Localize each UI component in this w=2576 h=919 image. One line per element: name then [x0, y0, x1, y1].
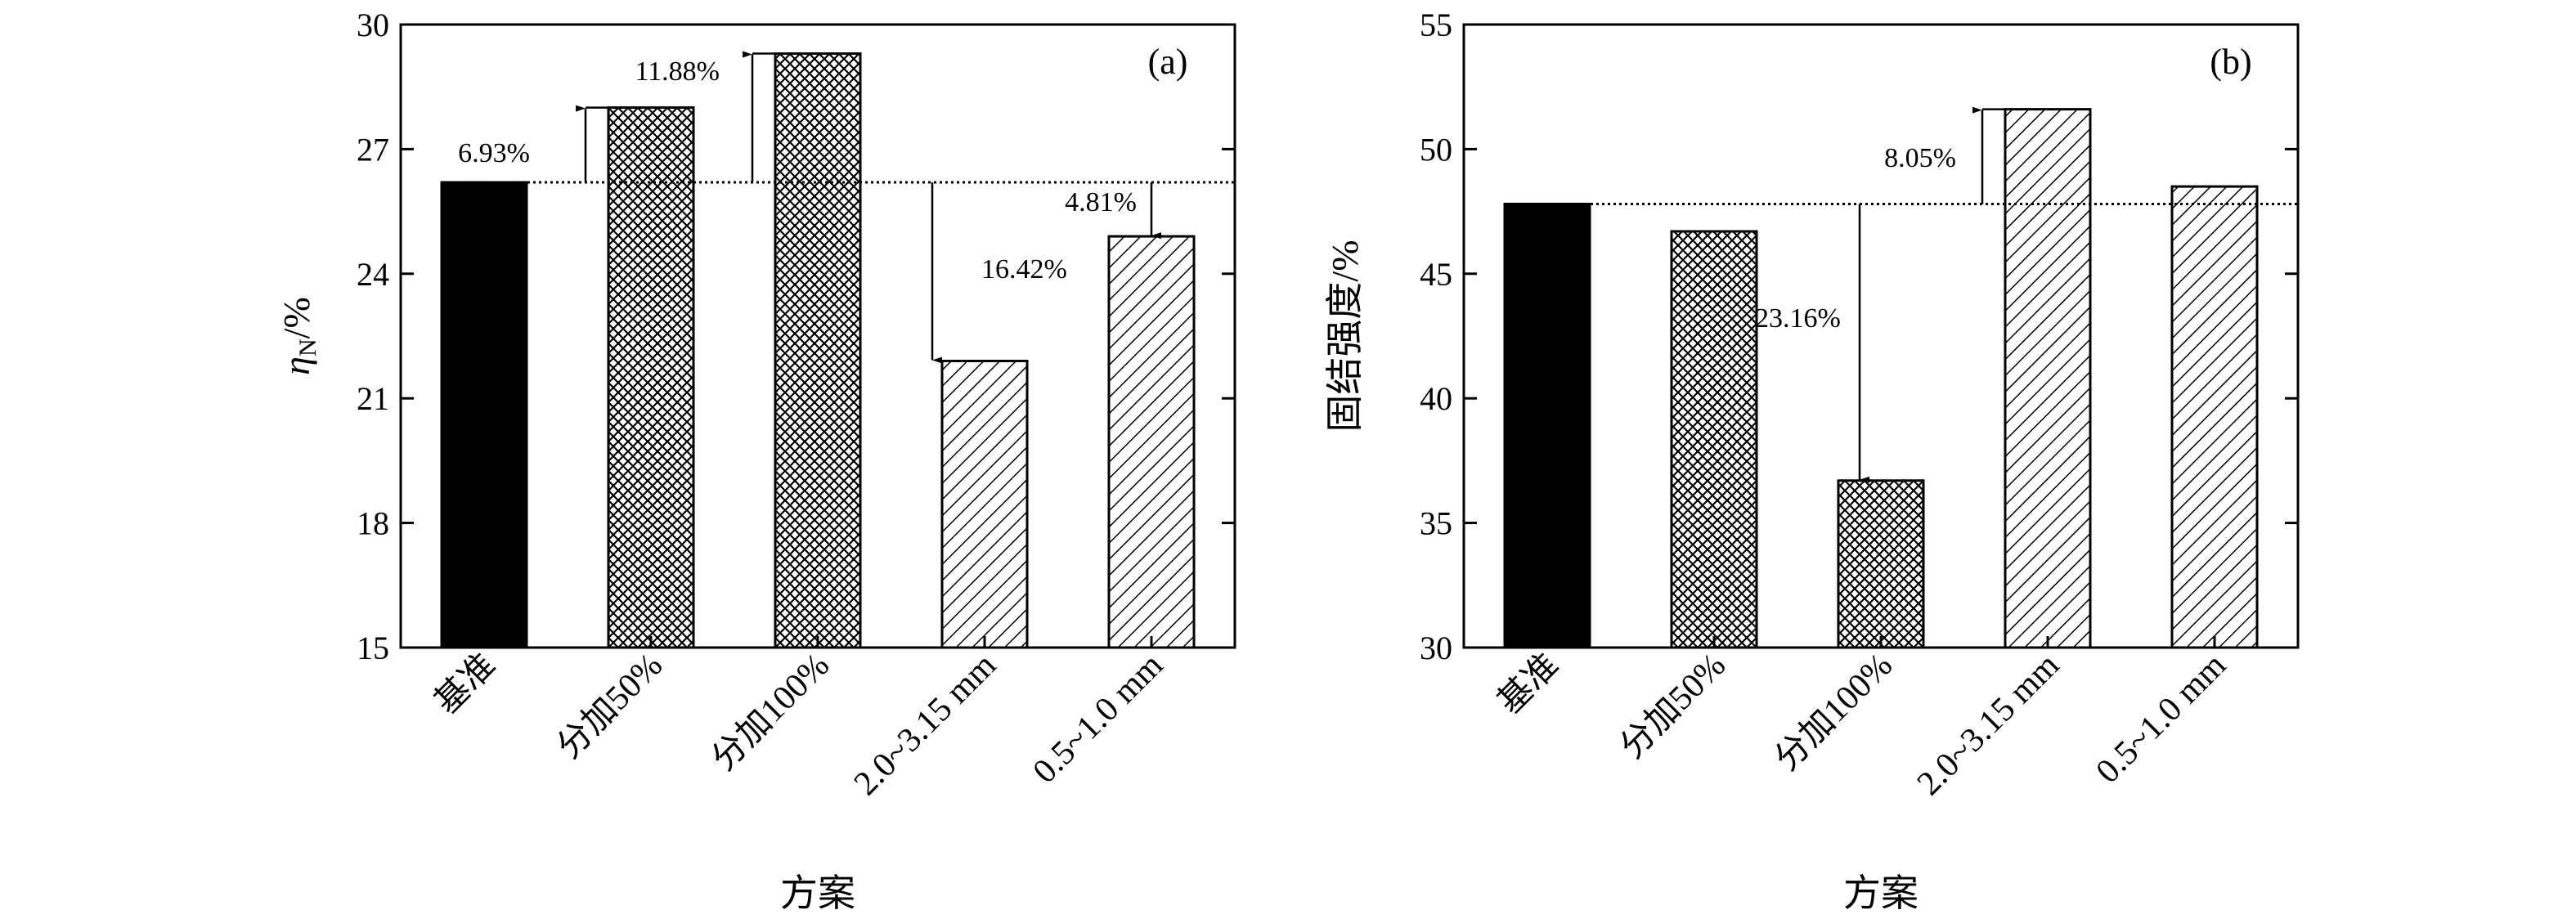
y-tick-label: 30 — [357, 7, 389, 43]
y-axis-title-symbol: η — [276, 356, 317, 375]
y-axis-title: ηN/% — [276, 297, 321, 375]
x-tick-label: 2.0~3.15 mm — [847, 646, 1004, 803]
x-tick-label: 分加100% — [705, 647, 837, 778]
y-axis-title: 固结强度/% — [1324, 240, 1366, 432]
bar — [1670, 230, 1758, 649]
bar — [2170, 185, 2259, 649]
panel-label: (b) — [2210, 42, 2251, 82]
bar — [1503, 202, 1591, 649]
y-tick-label: 40 — [1420, 380, 1452, 417]
y-tick-label: 15 — [357, 630, 389, 666]
annotation-label: 8.05% — [1884, 143, 1956, 173]
bar — [607, 106, 695, 649]
y-tick-label: 35 — [1420, 505, 1452, 542]
bar — [940, 359, 1029, 649]
bar — [440, 181, 528, 649]
x-tick-label: 基准 — [1491, 647, 1566, 722]
chart-panel-a: 6.93% 11.88% 16.42% 4.81% 15 18 21 24 27 30 基准 分加50… — [276, 7, 1236, 914]
x-tick-label: 分加100% — [1768, 647, 1900, 778]
annotation-label: 16.42% — [981, 254, 1067, 285]
x-tick-label: 0.5~1.0 mm — [1026, 646, 1171, 791]
annotation-label: 6.93% — [458, 138, 530, 168]
bar — [774, 52, 862, 649]
y-tick-label: 27 — [357, 131, 389, 168]
chart-panel-b: 23.16% 8.05% 30 35 40 45 50 55 基准 分加50% 分加100% 2.0~… — [1324, 7, 2300, 914]
y-tick-label: 55 — [1420, 7, 1452, 43]
x-tick-label: 基准 — [428, 647, 503, 722]
x-axis-title: 方案 — [780, 872, 855, 914]
x-tick-label: 0.5~1.0 mm — [2089, 646, 2234, 791]
y-axis-title-unit: /% — [276, 297, 317, 338]
annotation-label: 23.16% — [1755, 303, 1841, 334]
bar — [1837, 479, 1925, 649]
y-tick-label: 21 — [357, 380, 389, 417]
y-tick-label: 50 — [1420, 131, 1452, 168]
y-axis-title-subscript: N — [294, 338, 321, 356]
x-tick-label: 分加50% — [550, 647, 670, 766]
panel-label: (a) — [1148, 42, 1188, 82]
y-tick-label: 45 — [1420, 256, 1452, 293]
annotation-label: 11.88% — [635, 56, 720, 87]
x-tick-label: 2.0~3.15 mm — [1910, 646, 2067, 803]
x-tick-label: 分加50% — [1613, 647, 1733, 766]
annotation-label: 4.81% — [1065, 187, 1137, 217]
y-tick-label: 30 — [1420, 630, 1452, 666]
bar — [2004, 108, 2092, 649]
bar — [1107, 235, 1196, 649]
y-tick-label: 24 — [357, 256, 389, 293]
y-tick-label: 18 — [357, 505, 389, 542]
x-axis-title: 方案 — [1843, 872, 1919, 914]
